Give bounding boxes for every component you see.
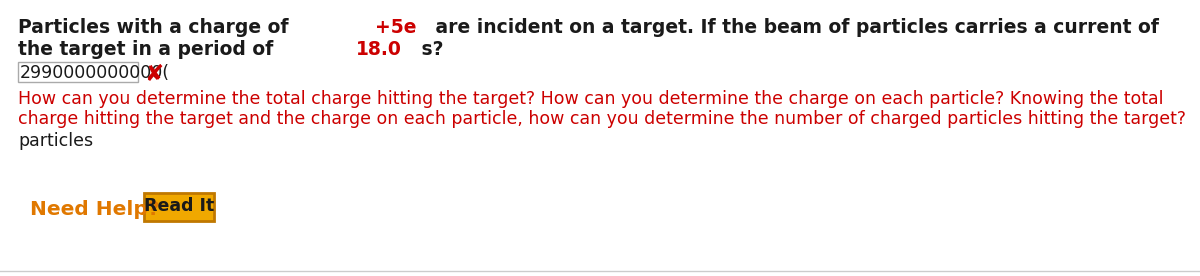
Text: Read It: Read It xyxy=(144,197,214,215)
FancyBboxPatch shape xyxy=(18,62,138,82)
Text: s?: s? xyxy=(415,40,444,59)
Text: Particles with a charge of: Particles with a charge of xyxy=(18,18,295,37)
Text: 18.0: 18.0 xyxy=(355,40,402,59)
Text: 2990000000000(: 2990000000000( xyxy=(20,64,170,82)
Text: are incident on a target. If the beam of particles carries a current of: are incident on a target. If the beam of… xyxy=(428,18,1165,37)
Text: the target in a period of: the target in a period of xyxy=(18,40,280,59)
Text: Need Help?: Need Help? xyxy=(30,200,160,219)
Text: ✘: ✘ xyxy=(144,63,163,86)
Text: charge hitting the target and the charge on each particle, how can you determine: charge hitting the target and the charge… xyxy=(18,110,1186,128)
Text: +5e: +5e xyxy=(376,18,416,37)
FancyBboxPatch shape xyxy=(144,193,214,221)
Text: particles: particles xyxy=(18,132,94,150)
Text: How can you determine the total charge hitting the target? How can you determine: How can you determine the total charge h… xyxy=(18,90,1164,108)
